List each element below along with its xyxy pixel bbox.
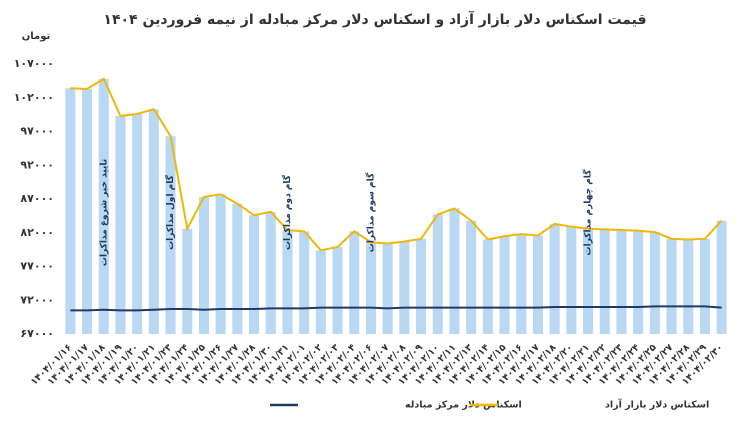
annotation: گام دوم مذاکرات	[281, 174, 293, 250]
bar	[699, 238, 710, 334]
annotation: گام اول مذاکرات	[164, 174, 176, 250]
series-line	[70, 77, 723, 252]
bar	[215, 194, 226, 334]
y-tick-label: ۸۷۰۰۰	[20, 192, 54, 205]
y-tick-label: ۷۲۰۰۰	[20, 293, 54, 306]
bar	[399, 241, 410, 334]
bar	[299, 231, 310, 334]
bar	[466, 220, 477, 334]
legend-label: اسکناس دلار بازار آزاد	[605, 398, 709, 411]
bar	[249, 215, 260, 334]
bar	[416, 238, 427, 334]
bar	[449, 208, 460, 334]
bar	[282, 230, 293, 334]
bar	[716, 220, 727, 334]
bar	[566, 226, 577, 334]
bar	[616, 230, 627, 334]
bar	[165, 136, 176, 334]
y-tick-label: ۷۷۰۰۰	[20, 260, 54, 273]
bar	[82, 88, 93, 334]
bar	[482, 239, 493, 334]
bar	[599, 229, 610, 334]
bar	[332, 246, 343, 334]
bar	[583, 228, 594, 334]
bar	[432, 214, 443, 334]
series-line	[70, 305, 722, 312]
bar	[382, 243, 393, 334]
bar	[98, 78, 109, 334]
bar	[182, 228, 193, 334]
y-tick-label: ۱۰۲۰۰۰	[14, 91, 54, 104]
bar	[148, 109, 159, 334]
bar	[349, 231, 360, 334]
bar	[499, 236, 510, 334]
y-tick-label: ۹۲۰۰۰	[20, 158, 54, 171]
y-tick-label: ۶۷۰۰۰	[20, 327, 54, 340]
bar	[649, 232, 660, 334]
annotation: تایید خبر شروع مذاکرات	[99, 159, 109, 266]
bar	[65, 88, 76, 334]
y-tick-label: ۸۲۰۰۰	[20, 226, 54, 239]
bar	[265, 211, 276, 334]
annotation: گام سوم مذاکرات	[364, 172, 376, 252]
bar	[315, 250, 326, 334]
y-tick-label: ۱۰۷۰۰۰	[14, 57, 54, 70]
legend-label: اسکناس دلار مرکز مبادله	[405, 400, 522, 411]
bar	[132, 113, 143, 334]
y-tick-label: ۹۷۰۰۰	[20, 125, 54, 138]
bar	[232, 203, 243, 334]
y-axis-unit: تومان	[22, 31, 51, 42]
bar	[365, 242, 376, 334]
bar	[532, 235, 543, 334]
bar	[115, 115, 126, 334]
bar	[666, 238, 677, 334]
annotation: گام چهارم مذاکرات	[582, 169, 594, 256]
bar	[198, 196, 209, 334]
bar	[516, 234, 527, 334]
bar	[633, 230, 644, 334]
chart-title: قیمت اسکناس دلار بازار آزاد و اسکناس دلا…	[103, 10, 646, 28]
bar	[549, 223, 560, 334]
bar	[683, 239, 694, 334]
